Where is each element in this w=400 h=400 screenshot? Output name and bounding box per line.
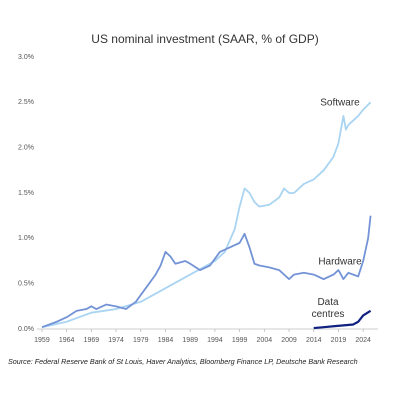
y-tick-label: 0.0% — [18, 326, 34, 333]
y-tick-label: 2.0% — [18, 145, 34, 152]
x-tick-label: 1964 — [59, 337, 75, 344]
x-tick-label: 2014 — [306, 337, 322, 344]
source-note: Source: Federal Reserve Bank of St Louis… — [8, 357, 358, 366]
y-tick-label: 1.5% — [18, 190, 34, 197]
y-tick-label: 1.0% — [18, 235, 34, 242]
series-line — [313, 309, 372, 330]
x-tick-label: 2019 — [331, 337, 347, 344]
x-tick-label: 2009 — [281, 337, 297, 344]
chart-title: US nominal investment (SAAR, % of GDP) — [91, 32, 318, 46]
series-label: Data centres — [312, 297, 345, 320]
x-tick-label: 1959 — [34, 337, 50, 344]
x-tick-label: 2004 — [257, 337, 273, 344]
x-tick-label: 1994 — [207, 337, 223, 344]
y-tick-label: 2.5% — [18, 99, 34, 106]
series-label: Hardware — [318, 257, 362, 268]
x-tick-label: 2024 — [355, 337, 371, 344]
x-tick-label: 1984 — [158, 337, 174, 344]
x-tick-label: 1979 — [133, 337, 149, 344]
x-tick-label: 1989 — [182, 337, 198, 344]
series-line — [41, 101, 372, 329]
x-tick-label: 1999 — [232, 337, 248, 344]
series-line — [41, 215, 372, 329]
y-tick-label: 0.5% — [18, 281, 34, 288]
series-label: Software — [320, 98, 360, 109]
y-tick-label: 3.0% — [18, 54, 34, 61]
x-tick-label: 1974 — [108, 337, 124, 344]
x-tick-label: 1969 — [84, 337, 100, 344]
